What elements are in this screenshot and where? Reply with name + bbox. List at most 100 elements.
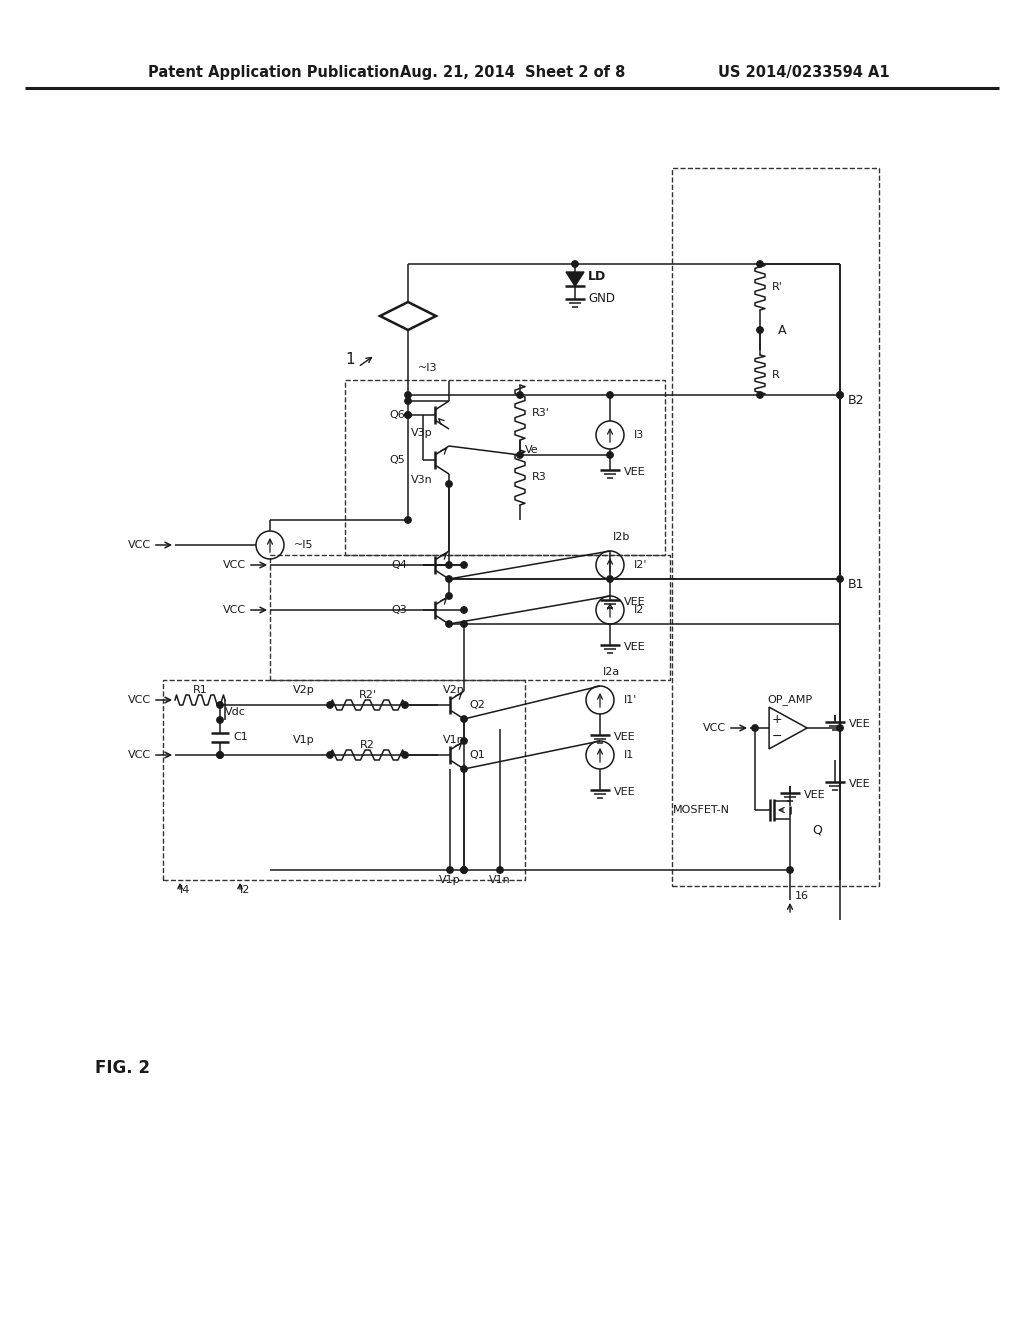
Bar	[163, 680, 525, 880]
Text: I4: I4	[180, 884, 190, 895]
Text: R1: R1	[193, 685, 208, 696]
Circle shape	[217, 702, 223, 709]
Circle shape	[461, 766, 467, 772]
Text: VEE: VEE	[624, 597, 645, 607]
Circle shape	[445, 480, 453, 487]
Circle shape	[607, 576, 613, 582]
Bar	[672, 168, 879, 886]
Text: Vdc: Vdc	[225, 708, 246, 717]
Text: VCC: VCC	[223, 560, 246, 570]
Text: I1: I1	[624, 750, 634, 760]
Text: I2: I2	[240, 884, 251, 895]
Circle shape	[752, 725, 758, 731]
Circle shape	[445, 562, 453, 568]
Polygon shape	[769, 708, 807, 748]
Circle shape	[461, 867, 467, 874]
Polygon shape	[566, 272, 584, 286]
Circle shape	[461, 562, 467, 568]
Circle shape	[404, 412, 412, 418]
Text: R: R	[772, 370, 779, 380]
Text: V1n: V1n	[489, 875, 511, 884]
Text: VCC: VCC	[128, 540, 151, 550]
Text: FIG. 2: FIG. 2	[95, 1059, 150, 1077]
Circle shape	[837, 576, 843, 582]
Text: 16: 16	[795, 891, 809, 902]
Circle shape	[327, 752, 333, 758]
Circle shape	[837, 725, 843, 731]
Circle shape	[446, 867, 454, 874]
Text: OP_AMP: OP_AMP	[767, 694, 813, 705]
Text: Q1: Q1	[469, 750, 484, 760]
Text: I2: I2	[634, 605, 644, 615]
Text: V3n: V3n	[412, 475, 433, 484]
Text: I2b: I2b	[613, 532, 631, 543]
Text: VCC: VCC	[223, 605, 246, 615]
Circle shape	[445, 620, 453, 627]
Circle shape	[837, 392, 843, 399]
Text: V1p: V1p	[293, 735, 315, 744]
Text: Aug. 21, 2014  Sheet 2 of 8: Aug. 21, 2014 Sheet 2 of 8	[400, 65, 626, 79]
Text: V3p: V3p	[412, 428, 433, 438]
Text: VCC: VCC	[702, 723, 726, 733]
Text: I2': I2'	[634, 560, 647, 570]
Circle shape	[404, 392, 412, 399]
Circle shape	[404, 412, 412, 418]
Text: R': R'	[772, 282, 783, 292]
Circle shape	[445, 593, 453, 599]
Text: VCC: VCC	[128, 696, 151, 705]
Text: V1n: V1n	[443, 735, 465, 744]
Circle shape	[404, 397, 412, 404]
Text: MOSFET-N: MOSFET-N	[673, 805, 730, 814]
Text: V2n: V2n	[443, 685, 465, 696]
Circle shape	[461, 867, 467, 874]
Circle shape	[497, 867, 503, 874]
Polygon shape	[380, 302, 436, 330]
Text: VCC: VCC	[128, 750, 151, 760]
Text: R3: R3	[532, 473, 547, 483]
Text: Ve: Ve	[525, 445, 539, 455]
Text: A: A	[778, 323, 786, 337]
Text: R2': R2'	[358, 690, 377, 700]
Bar	[270, 554, 670, 680]
Circle shape	[217, 717, 223, 723]
Text: US 2014/0233594 A1: US 2014/0233594 A1	[718, 65, 890, 79]
Circle shape	[461, 715, 467, 722]
Text: Patent Application Publication: Patent Application Publication	[148, 65, 399, 79]
Circle shape	[607, 392, 613, 399]
Text: Q3: Q3	[391, 605, 407, 615]
Text: I2a: I2a	[603, 667, 621, 677]
Text: B2: B2	[848, 393, 864, 407]
Text: −: −	[771, 730, 782, 743]
Text: +: +	[771, 713, 782, 726]
Text: OUT: OUT	[394, 309, 422, 322]
Text: V1p: V1p	[439, 875, 461, 884]
Circle shape	[757, 392, 763, 399]
Circle shape	[445, 576, 453, 582]
Text: VEE: VEE	[624, 642, 645, 652]
Circle shape	[461, 738, 467, 744]
Bar	[345, 380, 665, 554]
Text: C1: C1	[233, 733, 248, 742]
Text: VEE: VEE	[614, 787, 636, 797]
Text: Q5: Q5	[389, 455, 406, 465]
Circle shape	[517, 451, 523, 458]
Circle shape	[461, 620, 467, 627]
Circle shape	[217, 752, 223, 758]
Text: LD: LD	[588, 271, 606, 284]
Text: V2p: V2p	[293, 685, 315, 696]
Circle shape	[461, 607, 467, 614]
Circle shape	[757, 261, 763, 267]
Text: ~I3: ~I3	[418, 363, 437, 374]
Circle shape	[517, 392, 523, 399]
Circle shape	[571, 261, 579, 267]
Text: B1: B1	[848, 578, 864, 590]
Circle shape	[607, 451, 613, 458]
Circle shape	[757, 327, 763, 333]
Circle shape	[217, 752, 223, 758]
Text: Q: Q	[812, 824, 822, 837]
Text: R2: R2	[360, 741, 375, 750]
Circle shape	[837, 392, 843, 399]
Text: VEE: VEE	[614, 733, 636, 742]
Text: Q2: Q2	[469, 700, 485, 710]
Circle shape	[327, 702, 333, 709]
